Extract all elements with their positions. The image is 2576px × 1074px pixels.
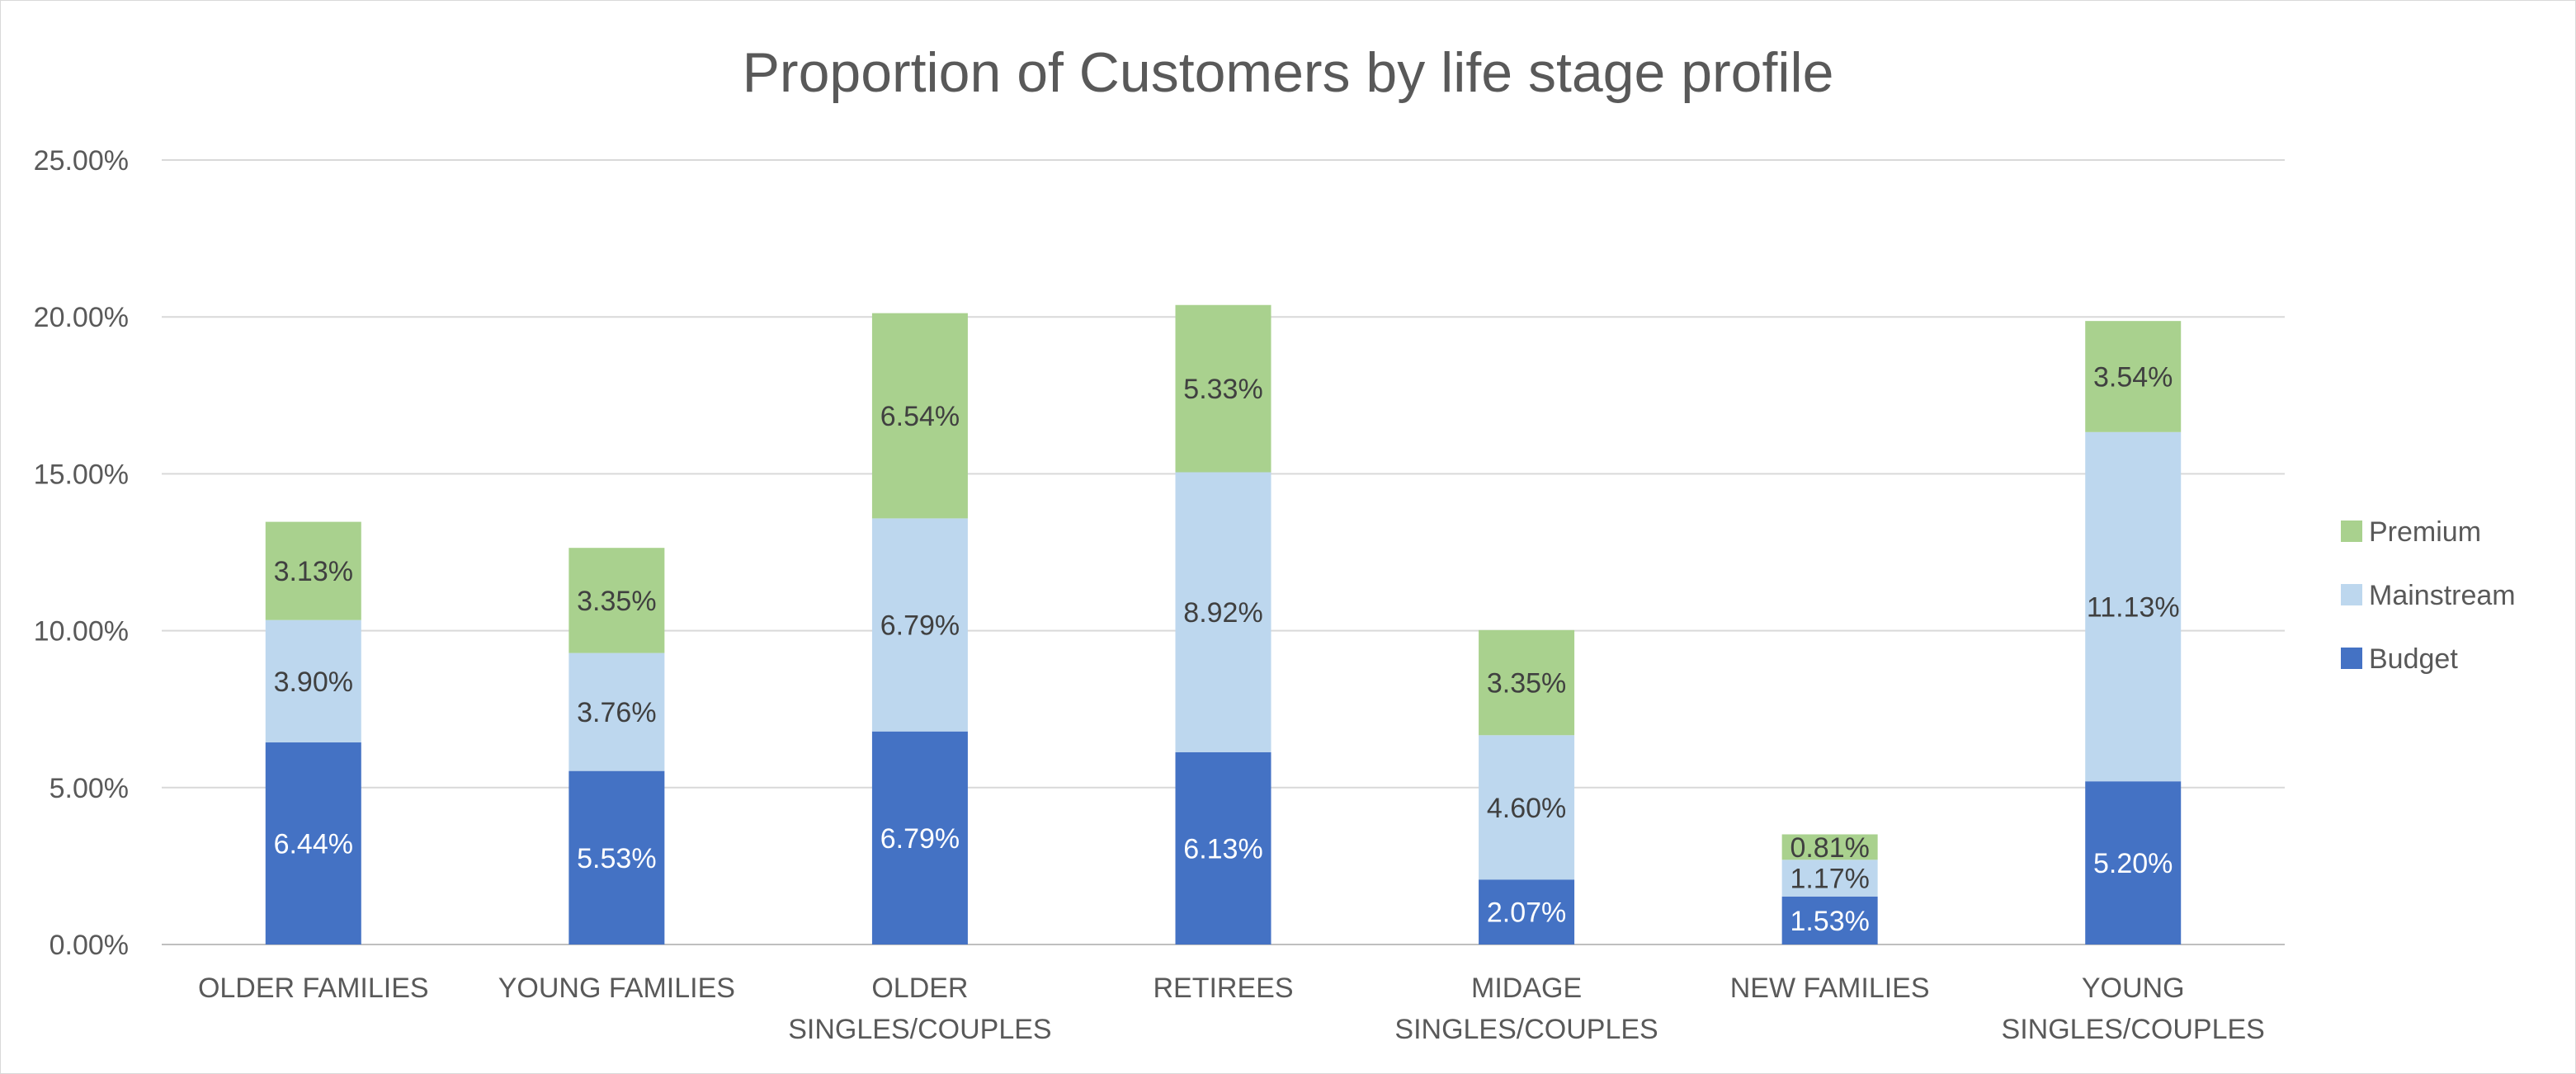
bar-segment-premium bbox=[2085, 321, 2182, 432]
legend-swatch-budget bbox=[2341, 648, 2362, 669]
data-label-premium: 5.33% bbox=[1183, 374, 1262, 405]
bar-segment-mainstream bbox=[1175, 472, 1271, 752]
bar-segment-premium bbox=[1175, 304, 1271, 473]
data-label-budget: 6.79% bbox=[880, 823, 960, 855]
data-label-mainstream: 8.92% bbox=[1183, 597, 1262, 629]
bar-segment-mainstream bbox=[1781, 860, 1878, 897]
x-category-label: YOUNG FAMILIES bbox=[498, 973, 735, 1004]
bar-segment-budget bbox=[1175, 751, 1271, 944]
bar-segment-mainstream bbox=[569, 652, 665, 771]
bars bbox=[265, 304, 2182, 944]
legend-label-budget: Budget bbox=[2369, 643, 2458, 675]
bar-segment-budget bbox=[871, 731, 968, 944]
bar-segment-premium bbox=[265, 521, 361, 620]
x-category-label: YOUNG SINGLES/COUPLES bbox=[2002, 973, 2265, 1045]
y-tick-label: 10.00% bbox=[34, 616, 129, 648]
bar-segment-premium bbox=[1781, 834, 1878, 860]
bar-segment-premium bbox=[1479, 629, 1575, 736]
y-tick-label: 20.00% bbox=[34, 302, 129, 333]
data-label-budget: 6.13% bbox=[1183, 833, 1262, 864]
chart-title: Proportion of Customers by life stage pr… bbox=[743, 41, 1834, 104]
y-tick-label: 15.00% bbox=[34, 459, 129, 490]
y-axis-ticks: 0.00% 5.00% 10.00% 15.00% 20.00% 25.00% bbox=[34, 145, 129, 961]
bar-segment-budget bbox=[2085, 781, 2182, 944]
data-label-premium: 3.35% bbox=[577, 586, 656, 617]
data-label-premium: 3.54% bbox=[2093, 361, 2173, 393]
data-label-budget: 1.53% bbox=[1790, 906, 1869, 937]
data-labels: 6.44% 3.90% 3.13% 5.53% 3.76% 3.35% 6.79% 6.79%… bbox=[274, 361, 2180, 936]
x-category-label: MIDAGE SINGLES/COUPLES bbox=[1394, 973, 1658, 1045]
y-tick-label: 0.00% bbox=[50, 930, 129, 961]
data-label-premium: 0.81% bbox=[1790, 832, 1869, 864]
data-label-budget: 5.20% bbox=[2093, 848, 2173, 879]
x-category-label: OLDER FAMILIES bbox=[198, 973, 429, 1004]
legend: Premium Mainstream Budget bbox=[2341, 516, 2516, 675]
y-tick-label: 5.00% bbox=[50, 773, 129, 804]
bar-segment-premium bbox=[871, 313, 968, 519]
data-label-mainstream: 1.17% bbox=[1790, 864, 1869, 895]
data-label-premium: 3.35% bbox=[1487, 668, 1566, 700]
bar-segment-budget bbox=[1479, 879, 1575, 944]
data-label-mainstream: 3.90% bbox=[274, 667, 353, 698]
x-category-label: NEW FAMILIES bbox=[1730, 973, 1930, 1004]
data-label-budget: 5.53% bbox=[577, 843, 656, 874]
bar-segment-budget bbox=[1781, 896, 1878, 944]
x-category-label: OLDER SINGLES/COUPLES bbox=[788, 973, 1051, 1045]
data-label-premium: 6.54% bbox=[880, 401, 960, 432]
data-label-mainstream: 11.13% bbox=[2087, 591, 2180, 623]
x-axis-labels: OLDER FAMILIES YOUNG FAMILIES OLDER SINGLES… bbox=[198, 973, 2265, 1045]
legend-label-premium: Premium bbox=[2369, 516, 2481, 548]
data-label-mainstream: 3.76% bbox=[577, 697, 656, 728]
legend-label-mainstream: Mainstream bbox=[2369, 580, 2516, 611]
x-category-label: RETIREES bbox=[1153, 973, 1293, 1004]
legend-swatch-mainstream bbox=[2341, 584, 2362, 605]
data-label-mainstream: 6.79% bbox=[880, 610, 960, 642]
bar-segment-budget bbox=[265, 742, 361, 944]
bar-segment-budget bbox=[569, 770, 665, 944]
bar-segment-mainstream bbox=[2085, 431, 2182, 782]
bar-segment-mainstream bbox=[265, 619, 361, 743]
bar-segment-mainstream bbox=[871, 518, 968, 732]
data-label-budget: 2.07% bbox=[1487, 897, 1566, 929]
data-label-budget: 6.44% bbox=[274, 829, 353, 860]
data-label-premium: 3.13% bbox=[274, 556, 353, 587]
bar-segment-premium bbox=[569, 548, 665, 653]
legend-swatch-premium bbox=[2341, 521, 2362, 542]
y-tick-label: 25.00% bbox=[34, 145, 129, 177]
data-label-mainstream: 4.60% bbox=[1487, 793, 1566, 824]
bar-segment-mainstream bbox=[1479, 735, 1575, 880]
